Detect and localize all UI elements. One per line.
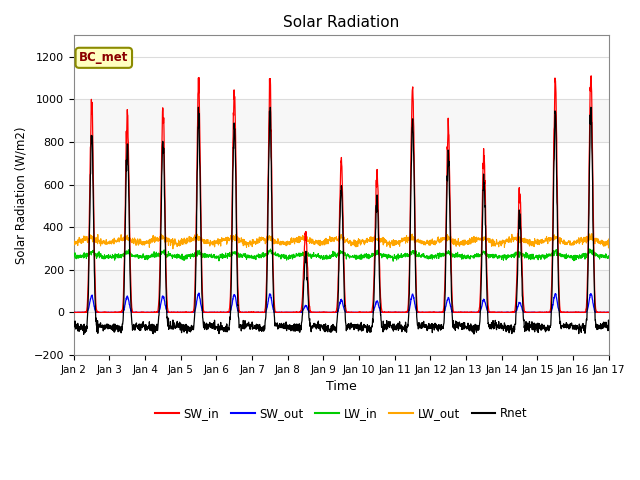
X-axis label: Time: Time [326,380,356,393]
LW_in [605,253,612,259]
SW_out [497,310,505,315]
Line: SW_out: SW_out [74,293,609,312]
Title: Solar Radiation: Solar Radiation [283,15,399,30]
LW_in [356,254,364,260]
LW_out [514,230,522,236]
SW_in [356,310,364,315]
SW_out [71,310,79,315]
Line: SW_in: SW_in [74,76,609,312]
Bar [74,270,609,312]
LW_out [558,239,566,244]
LW_out [357,238,365,244]
Rnet [195,104,202,110]
LW_in [70,255,77,261]
Line: Rnet: Rnet [74,107,609,335]
SW_out [195,290,203,296]
SW_out [220,310,227,315]
LW_in [558,252,566,257]
Rnet [220,326,227,332]
LW_out [220,237,227,243]
SW_out [369,310,376,315]
Rnet [357,322,365,328]
Line: LW_out: LW_out [74,233,609,249]
Legend: SW_in, SW_out, LW_in, LW_out, Rnet: SW_in, SW_out, LW_in, LW_out, Rnet [150,402,532,425]
SW_out [70,310,77,315]
Line: LW_in: LW_in [74,249,609,261]
SW_in [70,310,77,315]
SW_in [588,73,595,79]
LW_out [605,236,612,242]
Bar [74,99,609,142]
LW_in [368,251,376,256]
LW_out [369,238,376,244]
LW_in [219,252,227,258]
SW_in [497,310,504,315]
SW_in [219,310,227,315]
Rnet [369,316,376,322]
Rnet [573,324,580,330]
Text: BC_met: BC_met [79,51,129,64]
Bar [74,184,609,227]
LW_in [573,254,580,260]
LW_in [497,253,504,259]
Rnet [605,326,612,332]
Rnet [558,324,566,329]
LW_in [586,246,593,252]
Rnet [70,324,77,329]
SW_in [605,310,612,315]
LW_out [573,237,580,243]
SW_in [557,309,565,315]
SW_out [605,310,612,315]
LW_in [389,258,397,264]
Rnet [80,332,88,337]
SW_out [558,310,566,315]
SW_out [357,310,365,315]
LW_out [497,239,504,244]
Rnet [497,321,505,326]
Y-axis label: Solar Radiation (W/m2): Solar Radiation (W/m2) [15,126,28,264]
LW_out [70,241,77,247]
SW_in [572,310,580,315]
SW_out [573,310,580,315]
LW_out [169,246,177,252]
SW_in [368,307,376,313]
